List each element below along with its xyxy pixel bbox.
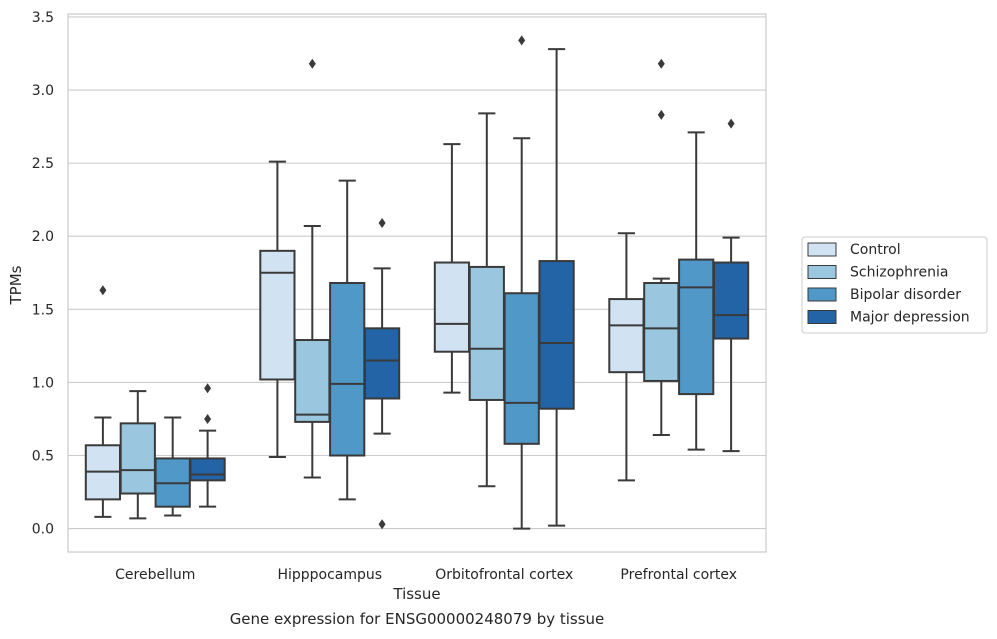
grid-lines	[68, 16, 766, 530]
box-iqr	[294, 339, 331, 423]
box-iqr	[363, 327, 401, 400]
y-axis-ticks: 0.0 0.5 1.0 1.5 2.0 2.5 3.0 3.5	[32, 10, 54, 538]
y-tick-label: 0.5	[32, 449, 54, 465]
box-iqr	[608, 298, 645, 374]
box-groups	[84, 35, 750, 530]
box-iqr	[468, 265, 505, 401]
legend-label: Major depression	[850, 310, 970, 326]
chart-caption: Gene expression for ENSG00000248079 by t…	[229, 610, 605, 628]
outlier-point	[204, 383, 212, 394]
legend: Control Schizophrenia Bipolar disorder Majo…	[801, 236, 988, 334]
outlier-point	[518, 35, 526, 46]
x-axis-ticks: Cerebellum Hipppocampus Orbitofrontal cort…	[115, 567, 737, 583]
outlier-point	[657, 109, 665, 120]
box-control	[433, 143, 471, 394]
outlier-point	[204, 413, 212, 424]
y-tick-label: 1.0	[32, 375, 54, 391]
y-tick-label: 3.5	[32, 10, 54, 26]
legend-label: Schizophrenia	[850, 265, 948, 281]
legend-swatch	[807, 310, 837, 324]
box-schizophrenia	[294, 58, 331, 479]
box-iqr	[119, 422, 156, 495]
y-tick-label: 0.0	[32, 522, 54, 538]
box-major-depression	[363, 218, 401, 530]
legend-swatch	[807, 242, 837, 257]
x-axis-label: Tissue	[392, 585, 440, 603]
box-schizophrenia	[643, 58, 680, 437]
box-control	[259, 160, 296, 458]
box-major-depression	[538, 48, 575, 527]
box-bipolar-disorder	[503, 35, 540, 530]
x-tick-label: Hipppocampus	[277, 567, 382, 583]
y-tick-label: 2.0	[32, 229, 54, 245]
box-iqr	[259, 249, 296, 381]
box-iqr	[433, 261, 471, 353]
legend-frame	[801, 236, 988, 334]
box-major-depression	[712, 118, 750, 453]
x-tick-label: Orbitofrontal cortex	[435, 567, 573, 583]
box-iqr	[678, 258, 715, 396]
outlier-point	[727, 118, 735, 129]
box-bipolar-disorder	[154, 416, 191, 517]
box-iqr	[329, 282, 366, 457]
box-iqr	[189, 457, 226, 482]
box-schizophrenia	[468, 112, 505, 488]
legend-label: Control	[850, 242, 901, 258]
box-control	[608, 232, 645, 482]
legend-swatch	[807, 287, 837, 302]
outlier-point	[657, 58, 665, 69]
box-schizophrenia	[119, 390, 156, 520]
outlier-point	[308, 58, 316, 69]
y-tick-label: 2.5	[32, 156, 54, 172]
outlier-point	[378, 519, 386, 530]
x-tick-label: Cerebellum	[115, 567, 195, 583]
x-tick-label: Prefrontal cortex	[620, 567, 737, 583]
y-tick-label: 1.5	[32, 302, 54, 318]
box-bipolar-disorder	[329, 179, 366, 501]
y-axis-label: TPMs	[7, 265, 25, 305]
outlier-point	[378, 218, 386, 229]
box-iqr	[538, 260, 575, 410]
box-control	[84, 285, 122, 518]
legend-label: Bipolar disorder	[850, 287, 961, 303]
box-iqr	[712, 261, 750, 340]
plot-area-frame	[67, 13, 767, 553]
box-iqr	[503, 292, 540, 445]
box-major-depression	[189, 383, 226, 508]
outlier-point	[99, 285, 107, 296]
box-iqr	[643, 282, 680, 382]
legend-swatch	[807, 265, 837, 279]
y-tick-label: 3.0	[32, 83, 54, 99]
box-bipolar-disorder	[678, 131, 715, 451]
